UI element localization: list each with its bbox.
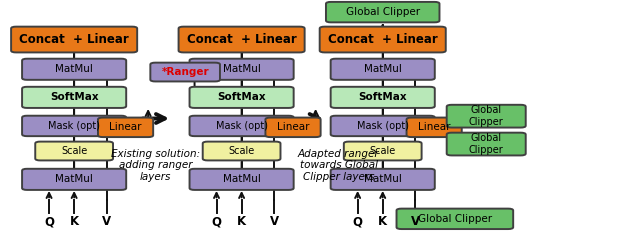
Text: V: V [269,215,279,228]
Text: *Ranger: *Ranger [161,67,209,77]
Text: Q: Q [44,215,54,228]
Text: K: K [70,215,79,228]
Text: Global
Clipper: Global Clipper [469,105,504,127]
FancyBboxPatch shape [406,118,461,137]
Text: Global Clipper: Global Clipper [418,214,492,224]
Text: Concat  + Linear: Concat + Linear [19,33,129,46]
FancyBboxPatch shape [35,142,113,160]
Text: Q: Q [353,215,363,228]
Text: MatMul: MatMul [55,174,93,184]
Text: MatMul: MatMul [223,174,260,184]
Text: Concat  + Linear: Concat + Linear [187,33,296,46]
Text: Mask (opt): Mask (opt) [48,121,100,131]
FancyBboxPatch shape [22,116,126,136]
FancyBboxPatch shape [331,116,435,136]
Text: Linear: Linear [109,122,142,132]
FancyBboxPatch shape [320,27,445,52]
Text: SoftMax: SoftMax [218,92,266,102]
FancyBboxPatch shape [189,59,294,80]
FancyBboxPatch shape [203,142,280,160]
Text: Q: Q [211,215,221,228]
FancyBboxPatch shape [150,63,220,82]
Text: Linear: Linear [276,122,309,132]
Text: SoftMax: SoftMax [358,92,407,102]
Text: Scale: Scale [369,146,396,156]
FancyBboxPatch shape [344,142,422,160]
FancyBboxPatch shape [331,169,435,190]
FancyBboxPatch shape [447,105,525,128]
Text: Adapted ranger
towards Global
Clipper layers: Adapted ranger towards Global Clipper la… [298,149,380,182]
Text: Concat  + Linear: Concat + Linear [328,33,438,46]
FancyBboxPatch shape [179,27,305,52]
Text: SoftMax: SoftMax [50,92,99,102]
FancyBboxPatch shape [326,2,440,22]
FancyBboxPatch shape [22,59,126,80]
Text: K: K [378,215,387,228]
FancyBboxPatch shape [11,27,137,52]
Text: Global Clipper: Global Clipper [346,7,420,17]
FancyBboxPatch shape [397,209,513,229]
Text: Scale: Scale [228,146,255,156]
Text: Mask (opt): Mask (opt) [356,121,409,131]
Text: Existing solution:
adding ranger
layers: Existing solution: adding ranger layers [111,149,200,182]
FancyBboxPatch shape [22,169,126,190]
Text: Global
Clipper: Global Clipper [469,133,504,155]
Text: MatMul: MatMul [223,64,260,74]
FancyBboxPatch shape [22,87,126,108]
FancyBboxPatch shape [331,87,435,108]
Text: MatMul: MatMul [364,64,402,74]
Text: MatMul: MatMul [364,174,402,184]
Text: V: V [411,215,420,228]
FancyBboxPatch shape [189,169,294,190]
Text: Mask (opt): Mask (opt) [216,121,268,131]
Text: Linear: Linear [418,122,451,132]
Text: Scale: Scale [61,146,87,156]
FancyBboxPatch shape [189,116,294,136]
FancyBboxPatch shape [98,118,153,137]
FancyBboxPatch shape [447,133,525,155]
FancyBboxPatch shape [189,87,294,108]
FancyBboxPatch shape [266,118,321,137]
Text: MatMul: MatMul [55,64,93,74]
Text: K: K [237,215,246,228]
FancyBboxPatch shape [331,59,435,80]
Text: V: V [102,215,111,228]
